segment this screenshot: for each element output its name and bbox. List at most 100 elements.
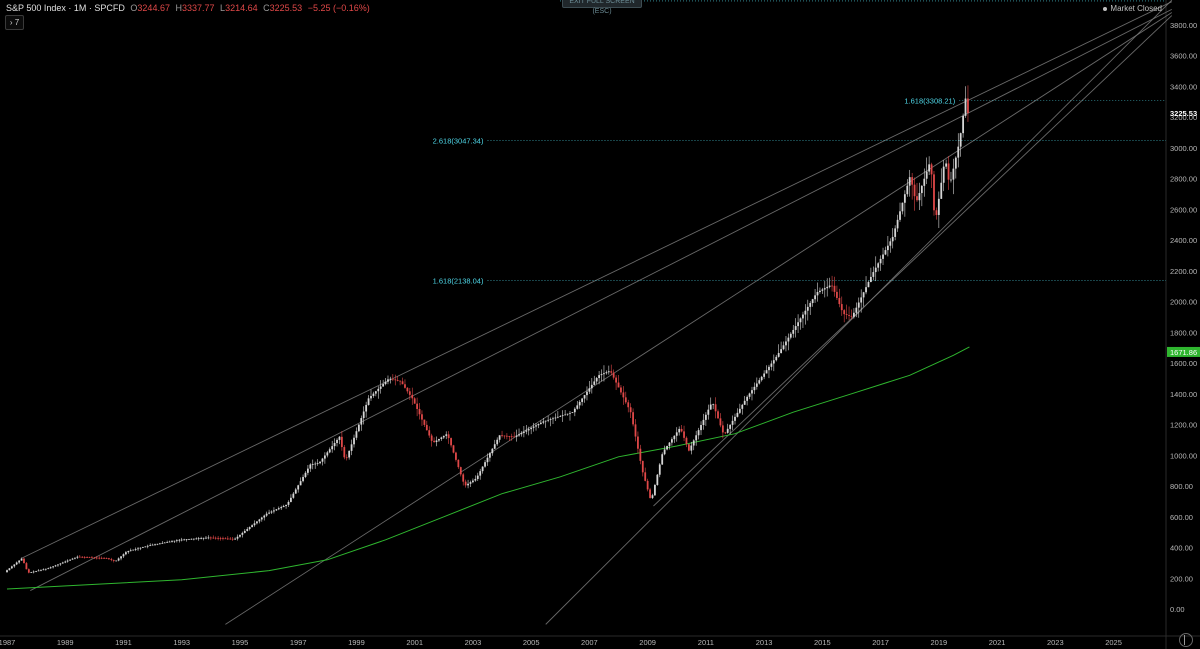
candle-body bbox=[115, 560, 118, 562]
candle-body bbox=[353, 437, 355, 445]
candle-body bbox=[603, 373, 605, 375]
candle-body bbox=[704, 414, 707, 420]
candle-body bbox=[644, 472, 647, 481]
candle-body bbox=[768, 366, 770, 371]
candle-body bbox=[166, 542, 169, 543]
candle-body bbox=[112, 559, 115, 561]
candle-body bbox=[23, 558, 25, 564]
candle-body bbox=[365, 404, 368, 412]
candle-body bbox=[484, 462, 486, 467]
change-value: −5.25 (−0.16%) bbox=[307, 3, 370, 13]
candle-body bbox=[615, 377, 617, 383]
candle-body bbox=[792, 329, 795, 334]
candle-body bbox=[384, 381, 387, 385]
candle-body bbox=[331, 446, 334, 450]
candle-body bbox=[348, 450, 351, 458]
candle-body bbox=[726, 428, 729, 433]
candle-body bbox=[345, 457, 348, 459]
time-axis-label: 2019 bbox=[930, 638, 947, 647]
candle-body bbox=[714, 404, 717, 412]
candle-body bbox=[362, 411, 365, 419]
candle-body bbox=[260, 517, 263, 520]
time-axis-label: 2023 bbox=[1047, 638, 1064, 647]
candle-body bbox=[646, 480, 649, 490]
candle-body bbox=[505, 435, 508, 437]
candle-body bbox=[391, 378, 394, 380]
candle-body bbox=[474, 478, 477, 481]
price-axis-label: 2600.00 bbox=[1170, 205, 1197, 214]
time-axis-label: 1995 bbox=[232, 638, 249, 647]
candle-body bbox=[590, 384, 593, 389]
candle-body bbox=[937, 198, 940, 215]
candle-body bbox=[622, 392, 625, 398]
candle-body bbox=[891, 236, 894, 242]
candle-body bbox=[241, 532, 244, 535]
candle-body bbox=[302, 476, 304, 482]
candle-body bbox=[183, 539, 186, 541]
price-axis-label: 2000.00 bbox=[1170, 298, 1197, 307]
candle-body bbox=[508, 436, 511, 437]
time-axis-label: 1989 bbox=[57, 638, 74, 647]
candle-body bbox=[294, 489, 297, 494]
candle-body bbox=[20, 558, 23, 561]
candle-body bbox=[476, 475, 479, 479]
candle-body bbox=[108, 558, 110, 560]
candle-body bbox=[374, 391, 377, 394]
high-label: H bbox=[175, 3, 182, 13]
price-axis-label: 3200.00 bbox=[1170, 113, 1197, 122]
candle-body bbox=[357, 424, 360, 432]
candle-body bbox=[25, 563, 28, 570]
candle-body bbox=[93, 557, 96, 559]
candle-body bbox=[826, 286, 829, 289]
candle-body bbox=[530, 427, 533, 430]
candle-body bbox=[469, 482, 472, 484]
candle-body bbox=[651, 495, 654, 498]
candle-body bbox=[578, 401, 581, 406]
candle-body bbox=[137, 548, 139, 550]
candle-body bbox=[88, 557, 91, 559]
candle-body bbox=[413, 398, 416, 404]
candle-body bbox=[40, 569, 42, 571]
candle-body bbox=[423, 419, 426, 425]
candle-body bbox=[930, 164, 933, 175]
time-axis-label: 2003 bbox=[465, 638, 482, 647]
indicators-toggle-button[interactable]: › 7 bbox=[5, 15, 24, 30]
candle-body bbox=[916, 196, 918, 201]
candle-body bbox=[785, 341, 787, 346]
candle-body bbox=[178, 539, 181, 541]
candle-body bbox=[719, 418, 722, 426]
candle-body bbox=[513, 436, 516, 438]
candle-body bbox=[758, 380, 761, 384]
candle-body bbox=[913, 184, 916, 197]
candle-body bbox=[828, 285, 831, 287]
candle-body bbox=[389, 378, 392, 380]
candle-body bbox=[554, 417, 557, 419]
candle-body bbox=[188, 539, 190, 540]
candle-body bbox=[695, 435, 698, 441]
candle-body bbox=[333, 443, 336, 447]
candle-body bbox=[285, 504, 287, 506]
moving-average-line bbox=[6, 346, 970, 590]
candle-body bbox=[957, 146, 960, 158]
candle-body bbox=[321, 458, 324, 462]
candle-body bbox=[231, 538, 234, 540]
goto-realtime-icon[interactable] bbox=[1179, 633, 1193, 647]
candle-body bbox=[845, 314, 848, 315]
exit-fullscreen-button[interactable]: EXIT FULL SCREEN (ESC) bbox=[562, 0, 642, 15]
candle-body bbox=[379, 386, 382, 389]
candle-body bbox=[158, 543, 161, 545]
candle-body bbox=[605, 372, 608, 374]
candle-body bbox=[933, 174, 935, 211]
candle-body bbox=[455, 452, 457, 460]
candle-body bbox=[865, 287, 867, 293]
candle-body bbox=[753, 386, 756, 391]
candle-body bbox=[539, 422, 542, 424]
candle-body bbox=[290, 497, 292, 502]
candle-body bbox=[928, 164, 931, 172]
candle-body bbox=[831, 285, 833, 287]
candle-body bbox=[712, 404, 715, 406]
candle-body bbox=[239, 534, 241, 537]
candle-body bbox=[459, 467, 462, 475]
candle-body bbox=[559, 416, 562, 417]
